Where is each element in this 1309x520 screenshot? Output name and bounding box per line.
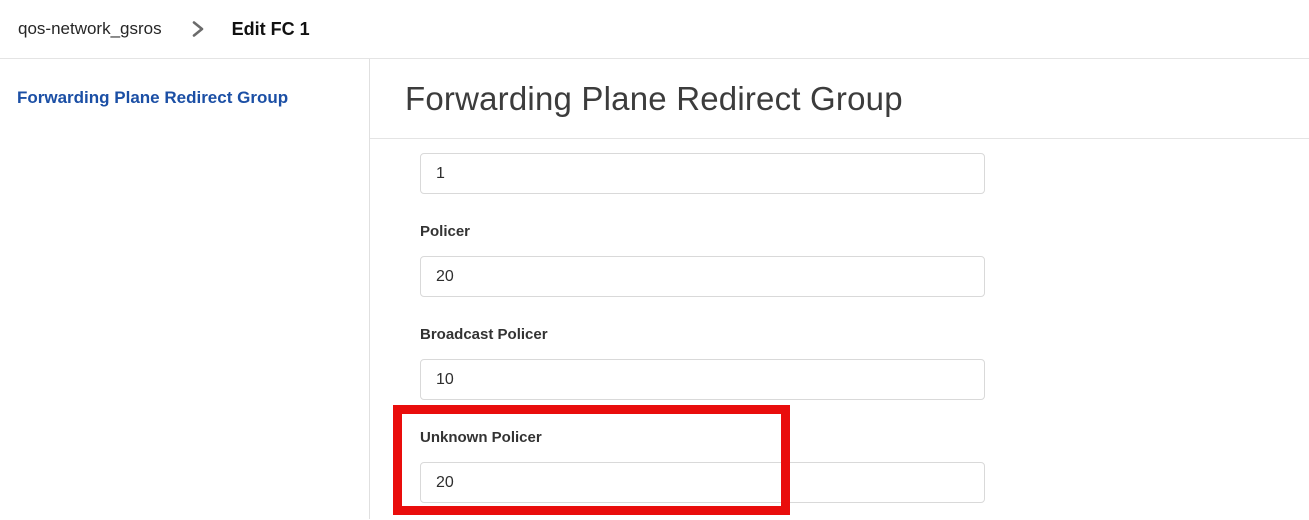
chevron-right-icon (191, 21, 205, 37)
group-id-input[interactable] (420, 153, 985, 194)
policer-input[interactable] (420, 256, 985, 297)
broadcast-policer-label: Broadcast Policer (420, 326, 548, 343)
title-band: Forwarding Plane Redirect Group (370, 59, 1309, 139)
unknown-policer-label: Unknown Policer (420, 429, 542, 446)
breadcrumb: qos-network_gsros Edit FC 1 (0, 0, 1309, 59)
page-title: Forwarding Plane Redirect Group (405, 79, 903, 117)
breadcrumb-parent-link[interactable]: qos-network_gsros (18, 19, 162, 38)
sidebar: Forwarding Plane Redirect Group (0, 59, 370, 519)
main-panel: Forwarding Plane Redirect Group Policer … (370, 59, 1309, 519)
unknown-policer-input[interactable] (420, 462, 985, 503)
form-area: Policer Broadcast Policer Unknown Police… (370, 139, 1309, 503)
policer-label: Policer (420, 223, 471, 240)
breadcrumb-current: Edit FC 1 (231, 18, 310, 39)
content-layout: Forwarding Plane Redirect Group Forwardi… (0, 59, 1309, 519)
sidebar-item-forwarding-plane-redirect-group[interactable]: Forwarding Plane Redirect Group (17, 88, 289, 107)
broadcast-policer-input[interactable] (420, 359, 985, 400)
